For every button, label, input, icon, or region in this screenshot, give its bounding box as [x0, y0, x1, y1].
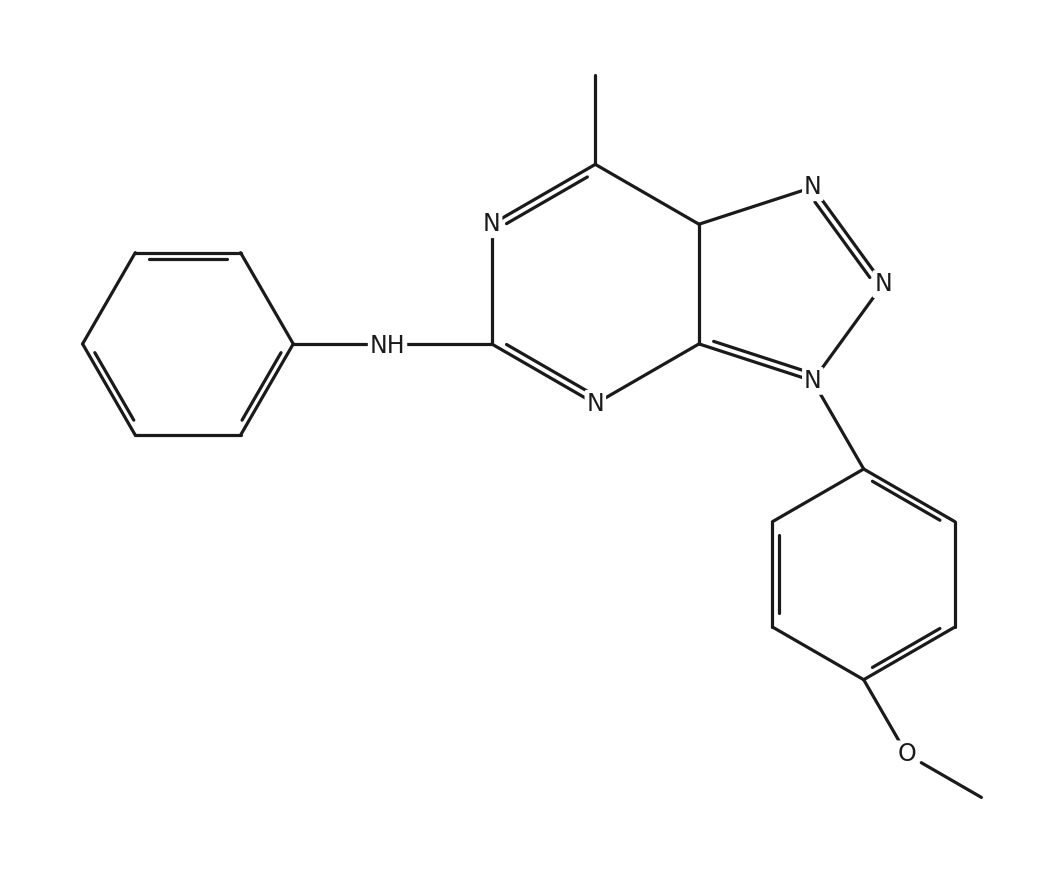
Text: N: N [586, 392, 604, 416]
Text: O: O [897, 742, 916, 766]
Text: N: N [483, 212, 500, 236]
Text: N: N [804, 369, 821, 393]
Text: N: N [875, 272, 892, 296]
Text: NH: NH [369, 334, 405, 358]
Text: N: N [804, 175, 821, 199]
